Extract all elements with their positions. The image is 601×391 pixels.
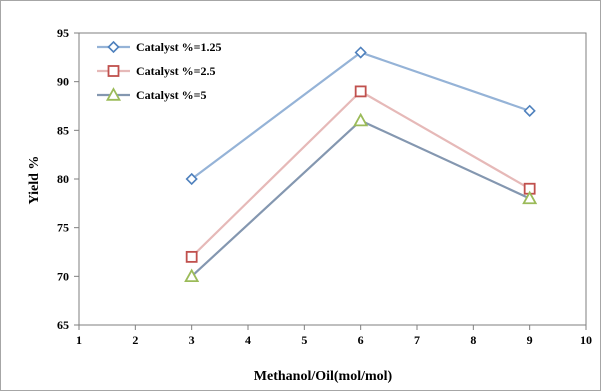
x-tick-label: 1 (76, 333, 82, 347)
x-tick-label: 7 (414, 333, 420, 347)
x-axis-title: Methanol/Oil(mol/mol) (254, 369, 393, 384)
legend-entry-3: Catalyst %=5 (97, 87, 207, 102)
data-point (354, 85, 367, 98)
legend-entry-1: Catalyst %=1.25 (97, 40, 222, 54)
x-tick-label: 10 (580, 333, 592, 347)
y-tick-label: 95 (57, 26, 69, 40)
y-tick-label: 75 (57, 221, 69, 235)
x-tick-label: 9 (527, 333, 533, 347)
x-tick-label: 4 (245, 333, 251, 347)
legend-marker (107, 40, 120, 54)
y-tick-label: 65 (57, 318, 69, 332)
data-point (185, 172, 198, 186)
x-tick-label: 2 (132, 333, 138, 347)
y-tick-label: 70 (57, 269, 69, 283)
series-1 (185, 46, 536, 186)
y-tick-label: 85 (57, 123, 69, 137)
x-tick-label: 6 (358, 333, 364, 347)
legend-entry-2: Catalyst %=2.5 (97, 64, 216, 78)
x-tick-label: 3 (189, 333, 195, 347)
legend-label: Catalyst %=5 (136, 88, 207, 102)
legend-marker (107, 65, 120, 77)
axes: 1 2 3 4 5 6 7 8 9 10 65 70 75 80 85 90 95 (57, 26, 592, 347)
data-point (353, 112, 369, 127)
series-layer (184, 46, 538, 283)
plot-area (78, 32, 587, 326)
y-tick-label: 80 (57, 172, 69, 186)
legend-label: Catalyst %=2.5 (136, 64, 216, 78)
data-point (354, 46, 367, 59)
series-3 (184, 112, 538, 283)
legend: Catalyst %=1.25 Catalyst %=2.5 Catalyst %=… (97, 40, 222, 102)
legend-label: Catalyst %=1.25 (136, 40, 222, 54)
x-tick-label: 5 (301, 333, 307, 347)
y-tick-label: 90 (57, 75, 69, 89)
legend-marker (105, 87, 122, 101)
series-2 (185, 85, 536, 263)
data-point (522, 190, 538, 205)
plot-border (78, 32, 587, 326)
data-point (185, 250, 198, 263)
data-point (184, 268, 200, 283)
data-point (523, 104, 536, 117)
x-tick-label: 8 (470, 333, 476, 347)
y-axis-title: Yield % (27, 156, 42, 205)
